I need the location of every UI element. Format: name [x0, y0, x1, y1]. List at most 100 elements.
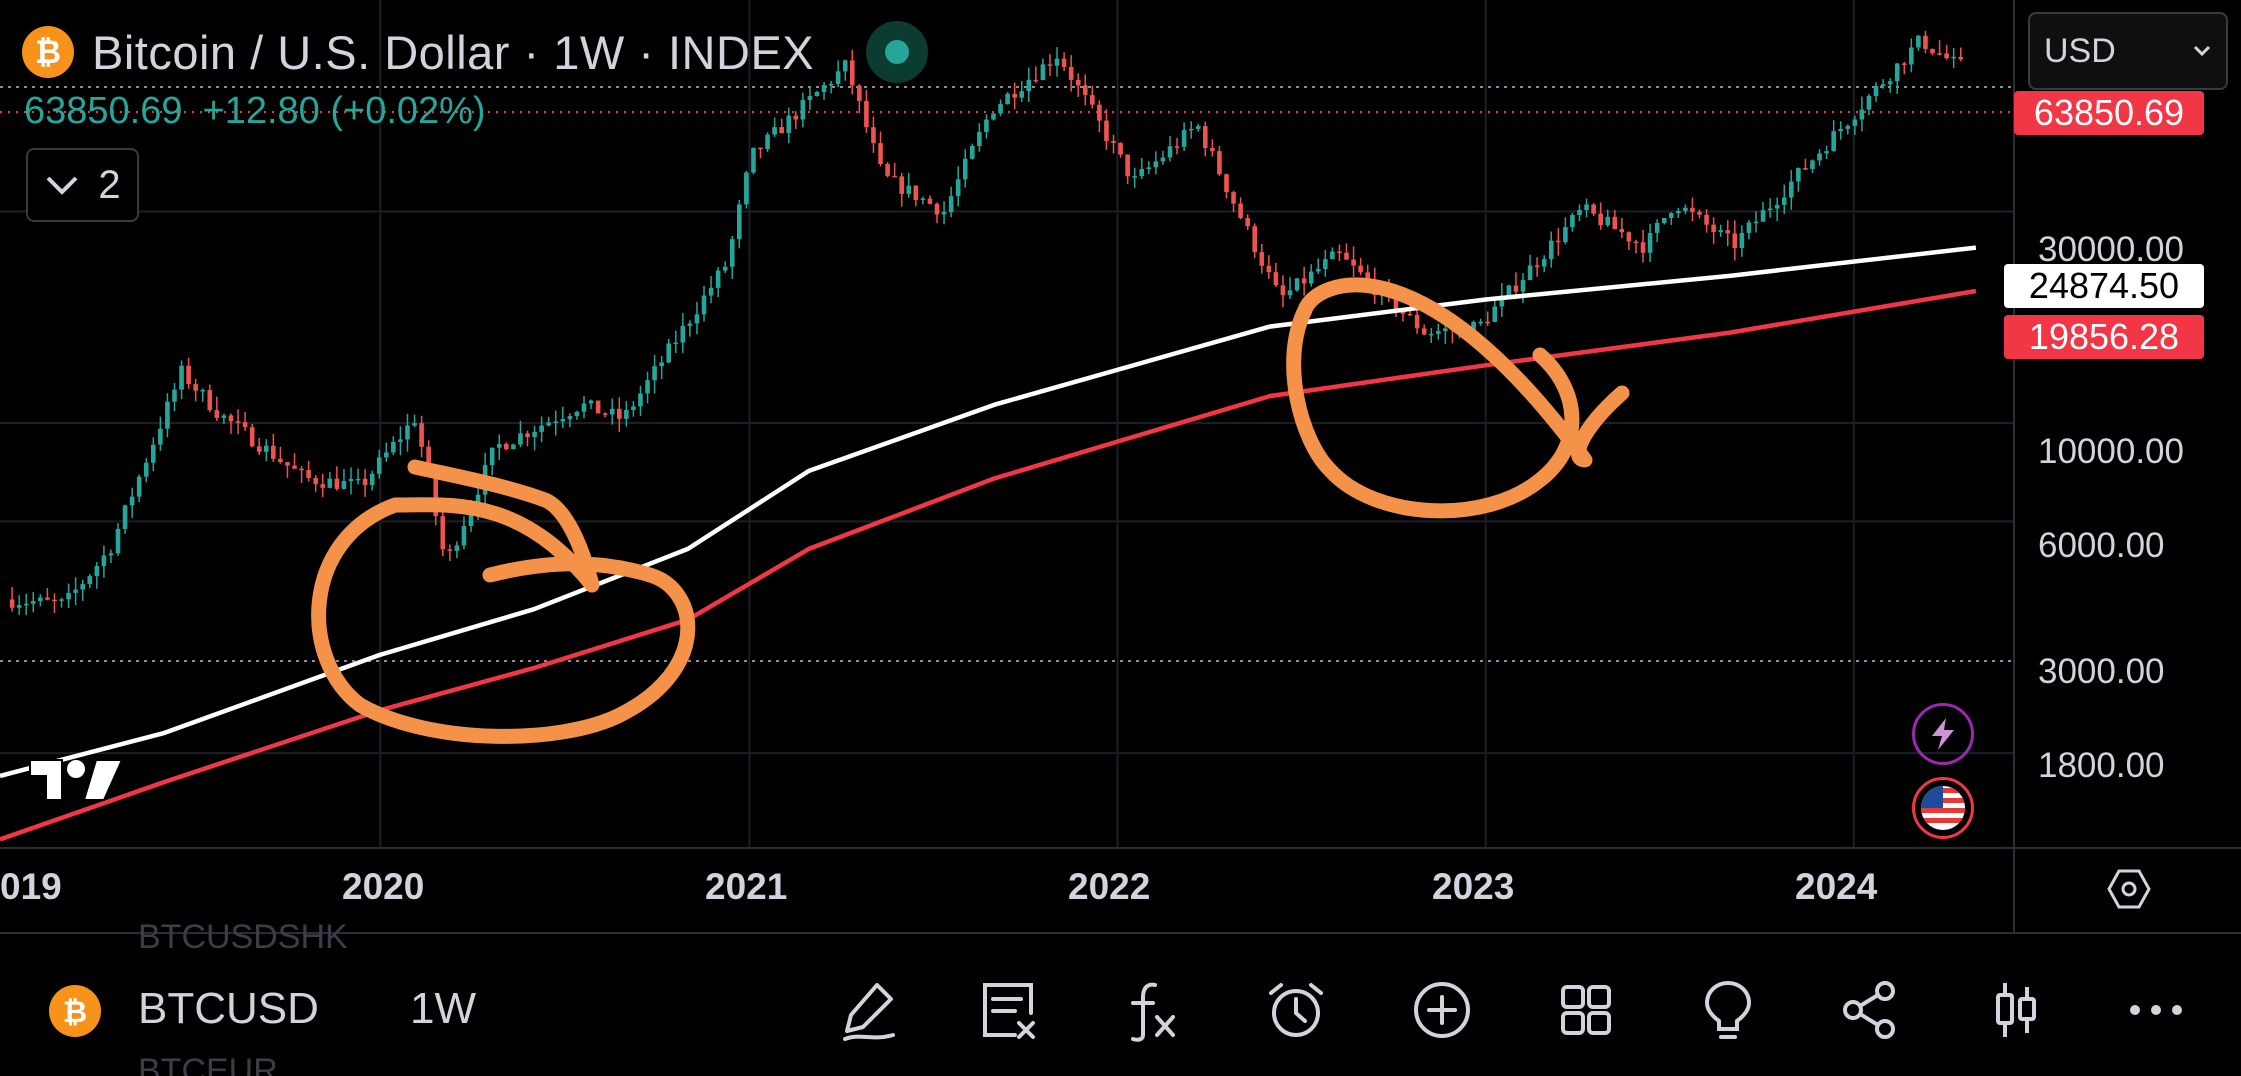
candle-body [1210, 147, 1215, 152]
candle-body [1605, 216, 1611, 226]
candle-body [1435, 331, 1441, 334]
candle-body [758, 147, 763, 150]
annotation-circle-2020[interactable] [311, 459, 696, 744]
candle-body [1421, 328, 1427, 335]
time-axis-label: 2021 [705, 866, 788, 907]
candle-body [45, 597, 50, 600]
candle-body [285, 462, 290, 466]
candle-body [1047, 64, 1053, 66]
candle-body [1132, 176, 1137, 178]
candle-body [821, 85, 827, 93]
candle-body [1810, 160, 1815, 169]
candle-body [87, 576, 93, 585]
candle-body [1732, 233, 1738, 249]
interval-button[interactable]: 1W [410, 984, 476, 1033]
candle-body [1774, 204, 1780, 209]
scroll-hint-symbol: BTCEUR [138, 1052, 278, 1076]
candle-body [496, 444, 502, 448]
candle-body [1803, 168, 1808, 170]
alert-icon[interactable] [1258, 972, 1334, 1048]
candle-body [221, 415, 227, 418]
annotation-circle-2023[interactable] [1286, 277, 1630, 519]
candle-body [1845, 125, 1851, 129]
last-price-tag: 63850.69 [2014, 91, 2204, 135]
us-flag-icon[interactable] [1912, 777, 1974, 839]
candle-body [1704, 214, 1709, 225]
candle-body [1598, 213, 1603, 226]
ideas-icon[interactable] [1690, 972, 1766, 1048]
candle-body [1301, 278, 1307, 284]
indicators-icon[interactable] [1112, 972, 1188, 1048]
candle-body [242, 422, 248, 428]
candle-body [1280, 285, 1286, 296]
indicators-toggle-button[interactable]: 2 [26, 148, 139, 222]
candle-body [1478, 321, 1483, 324]
candle-body [1104, 120, 1109, 141]
candle-body [16, 605, 22, 608]
candle-body [461, 526, 467, 546]
lightning-icon[interactable] [1912, 703, 1974, 765]
candle-body [1273, 272, 1279, 286]
candle-body [1393, 293, 1399, 312]
candle-body [1923, 35, 1928, 49]
candle-body [1697, 211, 1702, 215]
candle-body [412, 423, 417, 426]
market-status-icon[interactable] [866, 21, 929, 83]
candle-body [122, 505, 128, 529]
add-icon[interactable] [1404, 972, 1480, 1048]
candle-body [934, 203, 940, 215]
chart-grid [0, 0, 2014, 848]
candle-body [207, 390, 213, 411]
candle-body [1153, 161, 1159, 168]
price-chart[interactable] [0, 0, 2241, 932]
candle-body [624, 410, 629, 419]
candle-body [1323, 259, 1328, 269]
candle-body [1337, 251, 1342, 253]
candle-body [842, 60, 848, 72]
candle-body [1859, 109, 1865, 120]
candle-body [687, 323, 693, 326]
candle-body [1725, 230, 1731, 234]
scroll-hint-symbol: BTCUSDSHK [138, 918, 348, 956]
currency-select[interactable]: USD [2028, 12, 2228, 90]
candle-body [489, 447, 495, 466]
symbol-button[interactable]: BTCUSD [138, 984, 319, 1033]
candle-body [320, 484, 326, 488]
symbol-header[interactable]: ₿ Bitcoin / U.S. Dollar · 1W · INDEX [22, 21, 929, 83]
candle-body [384, 452, 389, 458]
candle-body [729, 239, 735, 267]
candle-body [1188, 128, 1194, 131]
more-icon[interactable] [2118, 972, 2194, 1048]
candle-body [1195, 126, 1201, 129]
chart-type-icon[interactable] [1978, 972, 2054, 1048]
candle-body [256, 446, 262, 452]
bitcoin-icon[interactable]: ₿ [48, 984, 102, 1038]
annotation-drawings[interactable] [311, 277, 1630, 744]
candle-body [129, 496, 135, 506]
candle-body [1951, 56, 1956, 59]
candle-body [553, 421, 559, 423]
time-axis-label: 2022 [1068, 866, 1151, 907]
candle-body [1040, 64, 1046, 80]
candle-body [574, 411, 580, 417]
candle-body [1026, 79, 1032, 92]
candle-body [680, 325, 686, 343]
settings-icon[interactable] [2098, 858, 2160, 920]
candle-body [59, 599, 64, 601]
candle-body [200, 390, 206, 392]
candle-body [807, 96, 813, 101]
candle-body [1294, 278, 1300, 291]
draw-icon[interactable] [830, 972, 906, 1048]
layouts-icon[interactable] [1548, 972, 1624, 1048]
candle-body [1068, 67, 1074, 80]
symbol-title[interactable]: Bitcoin / U.S. Dollar · 1W · INDEX [92, 25, 815, 79]
candle-body [108, 553, 114, 556]
candle-body [1852, 119, 1858, 126]
candle-body [1485, 321, 1491, 324]
candle-body [1061, 58, 1067, 68]
candle-body [1428, 333, 1434, 336]
notes-icon[interactable] [970, 972, 1046, 1048]
ohlc-readout: 63850.69 +12.80 (+0.02%) [24, 90, 486, 133]
candle-body [595, 400, 601, 414]
share-icon[interactable] [1832, 972, 1908, 1048]
